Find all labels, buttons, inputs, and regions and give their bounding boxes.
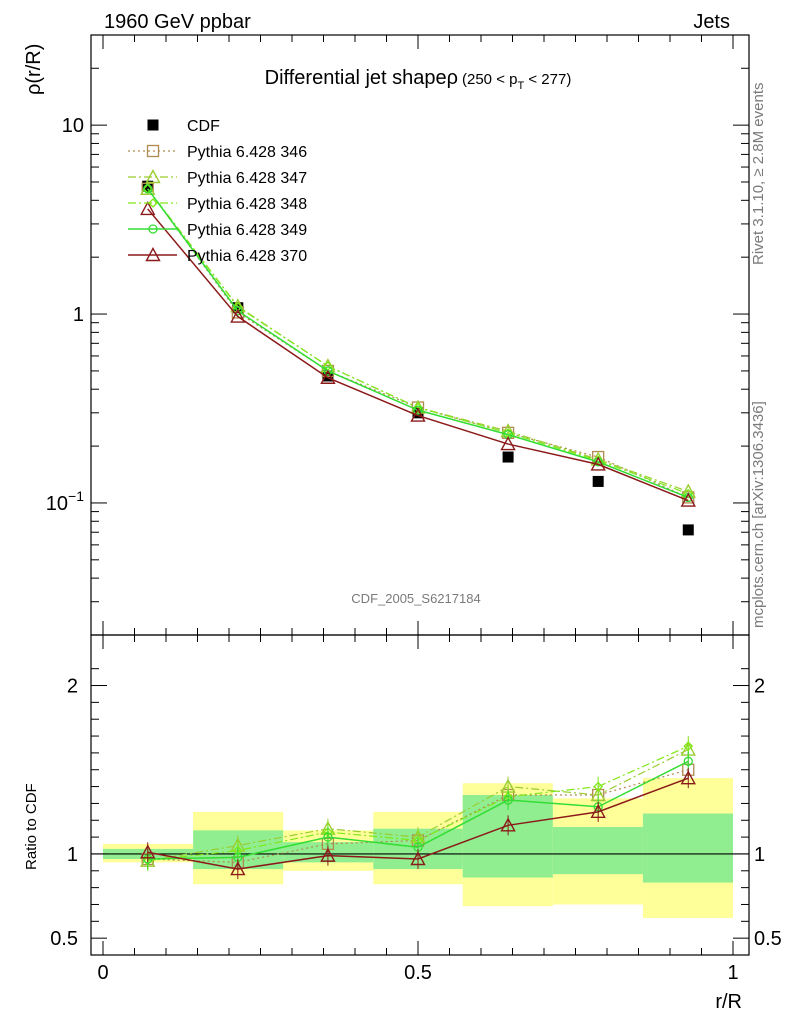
legend-entry-p349: Pythia 6.428 349: [128, 222, 307, 239]
chart-title-main: Differential jet shapeρ: [265, 67, 458, 89]
legend-marker: [147, 119, 159, 131]
watermark: CDF_2005_S6217184: [351, 591, 480, 606]
chart-title-range-close: < 277): [524, 71, 571, 88]
data-point-data: [682, 524, 694, 536]
series-line-p370: [147, 208, 689, 502]
data-point-p349: [413, 405, 423, 415]
legend-marker: [145, 247, 161, 262]
legend-entry-p347: Pythia 6.428 347: [128, 169, 307, 187]
data-point-data: [502, 451, 514, 463]
ratio-y-tick-label: 2: [67, 676, 78, 698]
x-tick-label: 1: [727, 962, 738, 984]
ratio-y-tick-label-right: 2: [754, 676, 765, 698]
ratio-point-p370: [410, 851, 426, 866]
data-point-p348: [683, 488, 694, 499]
legend-label: Pythia 6.428 347: [187, 170, 307, 187]
main-y-tick-label: 10−1: [46, 488, 84, 515]
ratio-point-p349: [503, 795, 513, 805]
legend-marker: [145, 169, 161, 184]
process-label: Jets: [693, 11, 730, 33]
legend-label: Pythia 6.428 346: [187, 144, 307, 161]
legend-entry-p370: Pythia 6.428 370: [128, 247, 307, 265]
energy-label: 1960 GeV ppbar: [104, 11, 251, 33]
main-y-tick-label: 1: [73, 304, 84, 326]
mcplots-reference-label: mcplots.cern.ch [arXiv:1306.3436]: [750, 401, 767, 628]
x-axis-label: r/R: [715, 991, 742, 1013]
ratio-panel: 2 2 1 1 0.5 0.5 0 0.5 1: [50, 634, 782, 984]
ratio-point-p370: [680, 770, 696, 785]
data-point-p370: [590, 456, 606, 471]
chart-title: Differential jet shapeρ (250 < pT < 277): [265, 67, 572, 92]
data-point-p370: [410, 407, 426, 422]
x-tick-label: 0.5: [404, 962, 432, 984]
ratio-point-p348: [683, 741, 694, 752]
ratio-point-p370: [140, 844, 156, 859]
data-point-p370: [680, 492, 696, 507]
main-y-axis-label: ρ(r/R): [23, 44, 45, 95]
data-point-p348: [413, 402, 423, 413]
main-y-tick-label: 10: [62, 115, 84, 137]
data-point-data: [232, 302, 244, 314]
ratio-point-p349: [683, 756, 693, 766]
rivet-version-label: Rivet 3.1.10, ≥ 2.8M events: [750, 83, 767, 266]
legend-entry-data: CDF: [147, 118, 220, 135]
data-point-data: [142, 180, 154, 192]
legend-entry-p346: Pythia 6.428 346: [128, 144, 307, 161]
legend-label: Pythia 6.428 370: [187, 248, 307, 265]
ratio-point-p370: [590, 803, 606, 819]
legend-label: Pythia 6.428 349: [187, 222, 307, 239]
main-panel: 10 1 10−1 CDF_2005_S6217184 Differential j…: [46, 34, 750, 636]
data-point-p370: [320, 369, 336, 384]
ratio-panel-frame: [90, 634, 750, 956]
uncertainty-band-inner: [642, 813, 733, 883]
legend-marker: [148, 198, 158, 208]
data-point-p370: [140, 200, 156, 216]
series-p370: [140, 200, 696, 507]
ratio-y-tick-label-right: 0.5: [754, 928, 782, 950]
legend-marker: [148, 224, 158, 234]
legend-label: CDF: [187, 118, 220, 135]
legend-entry-p348: Pythia 6.428 348: [128, 196, 307, 213]
ratio-y-tick-label: 1: [67, 844, 78, 866]
ratio-y-axis-label: Ratio to CDF: [23, 783, 40, 870]
ratio-point-p349: [323, 832, 333, 842]
data-point-p349: [143, 184, 153, 194]
legend-marker: [146, 144, 160, 158]
x-tick-label: 0: [97, 962, 108, 984]
data-point-p349: [323, 366, 333, 376]
ratio-point-p348: [593, 781, 604, 792]
ratio-series-p370: [140, 768, 696, 880]
chart-title-range-open: (250 < p: [462, 71, 517, 88]
ratio-point-p370: [500, 817, 516, 832]
legend: CDF Pythia 6.428 346 Pythia 6.428 347 Pythi…: [128, 118, 307, 265]
ratio-y-tick-label-right: 1: [754, 844, 765, 866]
ratio-point-p370: [230, 861, 246, 876]
data-point-p370: [500, 436, 516, 451]
ratio-point-p370: [320, 847, 336, 862]
chart-title-range-sub: T: [517, 80, 524, 92]
ratio-y-tick-label: 0.5: [50, 928, 78, 950]
uncertainty-band-inner: [552, 827, 643, 875]
data-point-p370: [230, 308, 246, 323]
legend-label: Pythia 6.428 348: [187, 196, 307, 213]
data-point-data: [592, 475, 604, 487]
